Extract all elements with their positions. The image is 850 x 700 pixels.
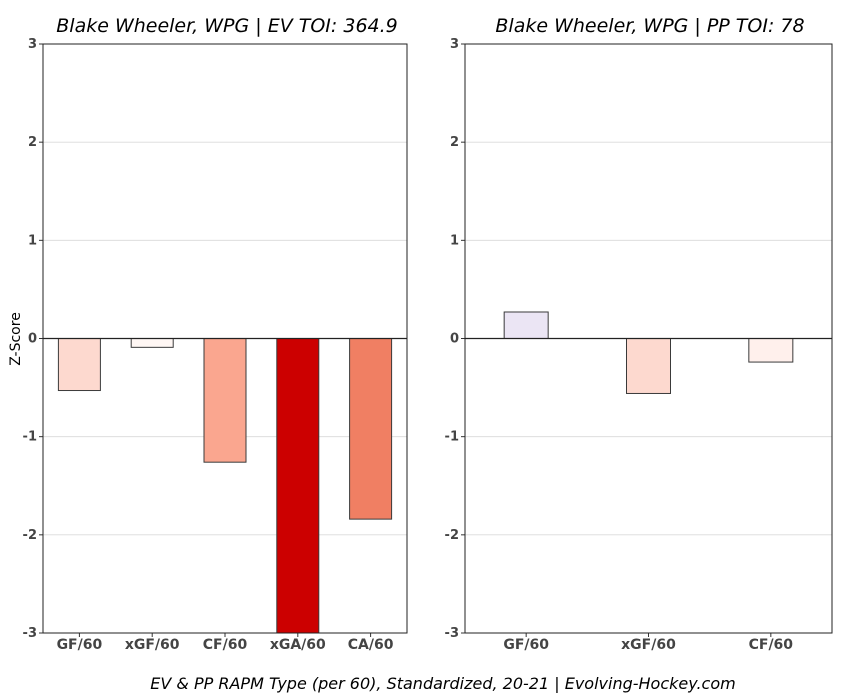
chart-panel-2: 3 2 1 0 -1 -2 -3 GF/60 xGF/60 CF/60 Blake Wheeler,… [445,15,833,653]
chart-panel-1: 3 2 1 0 -1 -2 -3 GF/60 xGF/60 CF/60 xGA/60 CA/60 Bla… [23,15,408,653]
bar-xga-per-60 [276,338,320,634]
y-tick-label: 1 [28,233,37,248]
y-tick-label: 3 [450,37,459,52]
bar-xgf-per-60 [626,338,671,394]
y-axis-label: Z-Score [8,312,24,366]
bar-xgf-per-60 [130,338,174,348]
x-tick-label: CA/60 [348,637,394,653]
y-tick-label: -1 [445,430,459,445]
x-tick-label: CF/60 [203,637,248,653]
panel-title: Blake Wheeler, WPG | EV TOI: 364.9 [56,15,398,37]
plot-frame [42,43,408,634]
y-tick-label: -3 [445,626,459,641]
y-tick-label: -2 [445,528,459,543]
figure-caption: EV & PP RAPM Type (per 60), Standardized… [150,674,735,693]
y-tick-label: -2 [23,528,37,543]
bar-gf-per-60 [503,311,549,339]
x-tick-label: GF/60 [503,637,549,653]
bar-cf-per-60 [748,338,794,363]
plot-frame [464,43,833,634]
y-tick-label: 3 [28,37,37,52]
y-tick-label: 0 [450,332,459,347]
x-tick-label: CF/60 [749,637,794,653]
x-tick-label: xGA/60 [270,637,326,653]
bar-ca-per-60 [349,338,393,520]
bar-cf-per-60 [203,338,247,463]
y-tick-label: 2 [450,135,459,150]
bar-gf-per-60 [57,338,101,392]
x-tick-label: xGF/60 [621,637,676,653]
x-tick-label: GF/60 [57,637,103,653]
y-tick-label: 0 [28,332,37,347]
y-tick-label: 2 [28,135,37,150]
x-tick-label: xGF/60 [125,637,180,653]
y-tick-label: -3 [23,626,37,641]
y-tick-label: -1 [23,430,37,445]
panel-title: Blake Wheeler, WPG | PP TOI: 78 [495,15,804,37]
y-tick-label: 1 [450,233,459,248]
